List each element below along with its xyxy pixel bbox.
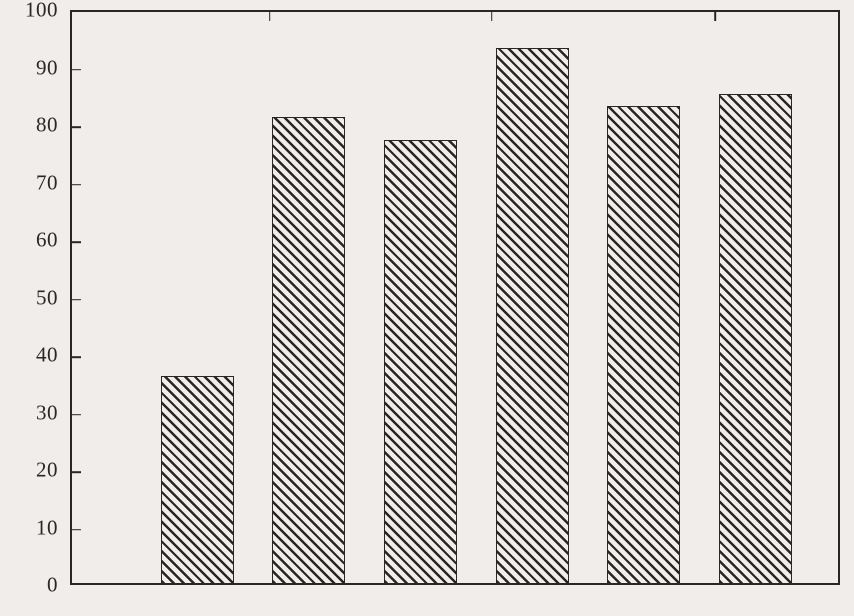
y-tick-label: 0 xyxy=(47,573,58,598)
y-tick-label: 80 xyxy=(36,113,58,138)
y-tick-mark xyxy=(71,184,81,186)
bar xyxy=(384,140,457,583)
y-tick-label: 100 xyxy=(25,0,58,23)
y-tick-label: 70 xyxy=(36,170,58,195)
y-tick-label: 50 xyxy=(36,285,58,310)
y-tick-mark xyxy=(71,414,81,416)
y-tick-mark xyxy=(71,471,81,473)
y-tick-label: 90 xyxy=(36,55,58,80)
y-tick-label: 60 xyxy=(36,228,58,253)
y-tick-mark xyxy=(71,126,81,128)
y-tick-mark xyxy=(71,69,81,71)
x-tick-mark xyxy=(714,11,716,21)
y-tick-mark xyxy=(71,356,81,358)
y-tick-label: 10 xyxy=(36,515,58,540)
x-tick-mark xyxy=(491,11,493,21)
y-axis-label-column: 0102030405060708090100 xyxy=(0,10,58,585)
y-tick-mark xyxy=(71,529,81,531)
bar xyxy=(496,48,569,583)
bar xyxy=(607,106,680,583)
bar xyxy=(161,376,234,583)
bar xyxy=(719,94,792,583)
x-tick-mark xyxy=(269,11,271,21)
plot-frame xyxy=(70,10,840,585)
y-tick-mark xyxy=(71,241,81,243)
y-tick-label: 40 xyxy=(36,343,58,368)
y-tick-label: 30 xyxy=(36,400,58,425)
y-tick-label: 20 xyxy=(36,458,58,483)
chart-page: 0 10 20 30 40 50 60 70 80 90 100 xyxy=(0,0,854,616)
bar xyxy=(272,117,345,583)
y-tick-mark xyxy=(71,299,81,301)
